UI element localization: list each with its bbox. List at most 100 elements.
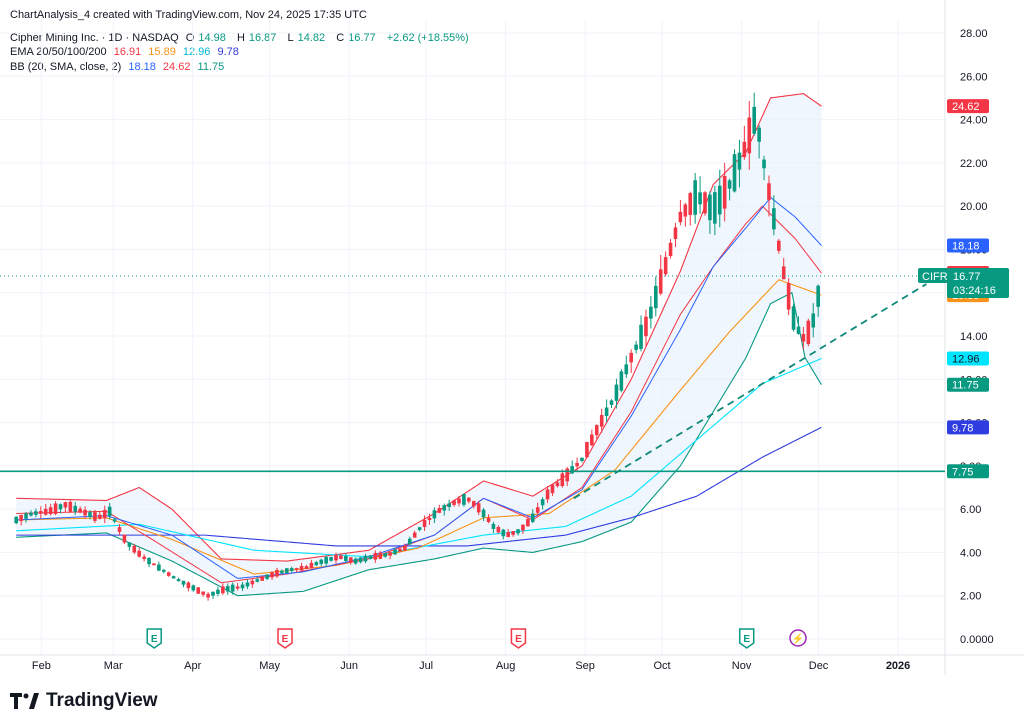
candle-body: [348, 557, 353, 563]
candle-body: [732, 154, 737, 192]
ema-legend[interactable]: EMA 20/50/100/200 16.91 15.89 12.96 9.78: [10, 46, 239, 58]
candle-body: [737, 152, 742, 170]
candle-body: [304, 566, 309, 569]
ema20-value: 16.91: [113, 46, 142, 58]
candle-body: [452, 500, 456, 505]
candle-body: [147, 557, 151, 565]
y-tick-label: 2.00: [960, 591, 981, 603]
candle-body: [270, 572, 274, 578]
x-tick-label: 2026: [886, 660, 910, 672]
candle-body: [255, 579, 260, 582]
candle-body: [48, 507, 53, 515]
candle-body: [68, 501, 73, 512]
candle-body: [742, 141, 747, 158]
event-marker-label: E: [151, 634, 158, 645]
candle-body: [717, 185, 722, 215]
candle-body: [181, 580, 186, 585]
candle-body: [63, 502, 68, 508]
earnings-marker: [146, 628, 162, 649]
candle-body: [117, 527, 122, 532]
candle-body: [29, 512, 33, 516]
candle-body: [521, 524, 525, 531]
candle-body: [339, 555, 343, 559]
candle-body: [176, 579, 181, 582]
x-tick-label: Nov: [732, 660, 752, 672]
candle-body: [289, 568, 294, 571]
candle-body: [772, 208, 776, 230]
candle-body: [457, 498, 461, 504]
candle-body: [299, 565, 304, 571]
candle-body: [496, 527, 501, 533]
ema200-line: [16, 426, 822, 547]
last-price-tag: [947, 268, 1009, 299]
price-tag: [947, 464, 989, 479]
candle-body: [634, 344, 638, 350]
tradingview-logo-icon: [10, 693, 39, 709]
candle-body: [412, 532, 417, 538]
close-value: 16.77: [348, 32, 376, 44]
low-value: 14.82: [297, 32, 326, 44]
candle-body: [314, 562, 319, 566]
x-tick-label: Oct: [654, 660, 671, 672]
candle-body: [368, 555, 373, 560]
candle-body: [560, 473, 565, 487]
price-tag: [947, 420, 989, 435]
candle-body: [624, 364, 629, 375]
candle-body: [309, 562, 314, 569]
candle-body: [727, 180, 732, 189]
candle-body: [107, 506, 112, 516]
candle-body: [157, 564, 161, 571]
candle-body: [757, 127, 761, 142]
price-tag-label: 18.18: [952, 241, 980, 253]
candle-body: [334, 554, 338, 561]
price-tag: [947, 238, 989, 253]
x-tick-label: Aug: [496, 660, 516, 672]
candle-body: [585, 441, 589, 458]
candle-body: [811, 313, 816, 328]
candle-body: [604, 407, 609, 416]
x-tick-label: May: [259, 660, 280, 672]
candle-body: [575, 462, 579, 467]
bb-lower-line: [16, 291, 822, 597]
candle-body: [629, 352, 633, 363]
earnings-marker: [738, 628, 755, 649]
candle-body: [408, 538, 412, 545]
candle-body: [393, 549, 397, 555]
candle-body: [781, 266, 786, 280]
candle-body: [501, 529, 506, 537]
candle-body: [294, 568, 299, 570]
candle-body: [422, 519, 427, 527]
candle-body: [545, 489, 550, 500]
candle-body: [614, 384, 619, 401]
candle-body: [88, 512, 92, 517]
price-tag: [947, 351, 989, 366]
candle-body: [221, 586, 225, 594]
candle-body: [708, 194, 712, 221]
candle-body: [14, 516, 18, 524]
price-tag: [947, 99, 989, 114]
candle-body: [801, 334, 806, 342]
candle-body: [378, 552, 383, 559]
candle-body: [78, 508, 82, 513]
candle-body: [230, 584, 235, 592]
event-marker-label: E: [282, 634, 289, 645]
event-marker-label: E: [743, 634, 750, 645]
candle-body: [511, 531, 515, 535]
candle-body: [275, 569, 279, 577]
y-tick-label: 24.00: [960, 115, 988, 127]
candle-body: [265, 574, 269, 579]
candle-body: [319, 559, 324, 564]
candle-body: [353, 558, 358, 564]
symbol-tag-label: CIFR: [922, 271, 948, 283]
split-marker: [789, 629, 807, 647]
candle-body: [137, 550, 141, 557]
price-tag-label: 12.96: [952, 354, 980, 366]
tradingview-logo[interactable]: TradingView: [10, 690, 158, 712]
candle-body: [609, 400, 614, 405]
bb-legend[interactable]: BB (20, SMA, close, 2) 18.18 24.62 11.75: [10, 61, 225, 73]
change-value: +2.62 (+18.55%): [386, 32, 469, 44]
candle-body: [19, 514, 23, 522]
candle-body: [535, 507, 540, 513]
ema100-value: 12.96: [182, 46, 211, 58]
